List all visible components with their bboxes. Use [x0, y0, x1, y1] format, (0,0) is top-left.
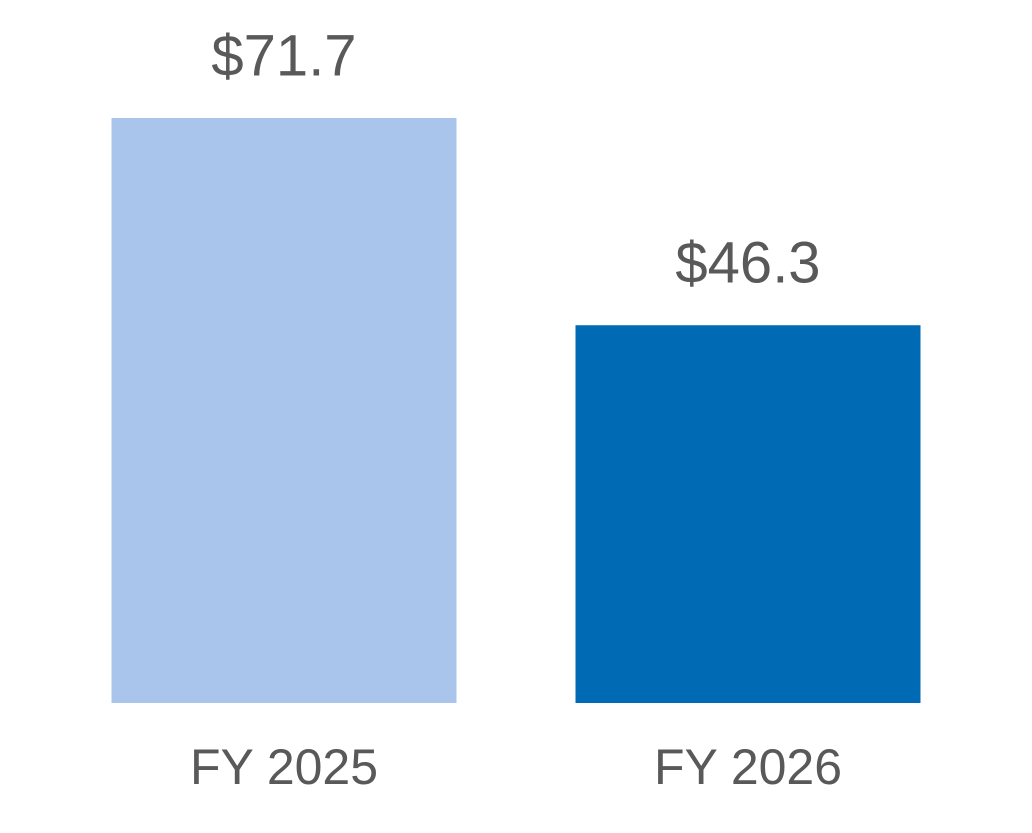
bar [111, 118, 457, 703]
value-label: $71.7 [211, 23, 356, 88]
x-tick-label: FY 2025 [190, 739, 378, 795]
bar [575, 325, 921, 703]
x-tick-label: FY 2026 [654, 739, 842, 795]
value-label: $46.3 [675, 231, 820, 296]
